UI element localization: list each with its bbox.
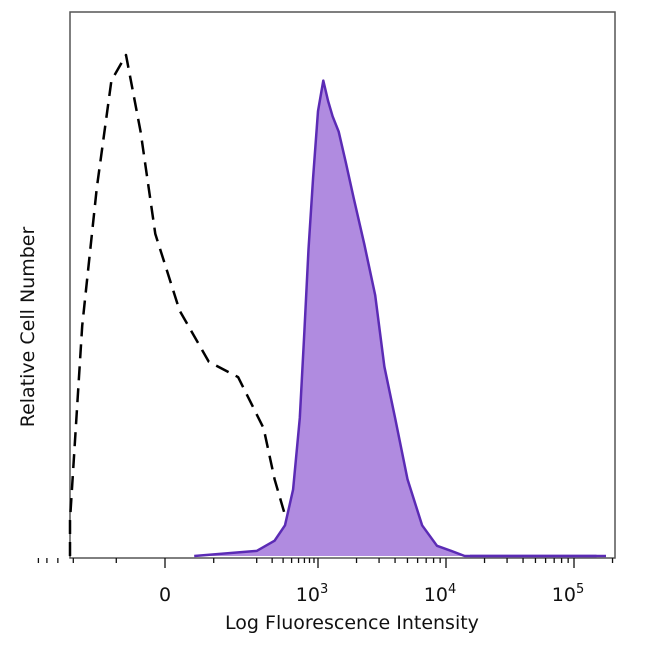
- plot-frame: [69, 11, 616, 559]
- x-tick-label: 103: [296, 582, 328, 606]
- x-axis-ticks: [37, 558, 614, 568]
- x-axis-title: Log Fluorescence Intensity: [225, 612, 479, 634]
- control-histogram-line: [68, 53, 305, 557]
- x-tick-label: 0: [159, 584, 171, 606]
- stained-histogram-fill: [194, 80, 597, 556]
- x-tick-labels: 0 103 104 105: [159, 582, 584, 606]
- x-tick-label: 104: [424, 582, 456, 606]
- series-layer: [68, 53, 606, 558]
- x-tick-label: 105: [552, 582, 584, 606]
- y-axis-title: Relative Cell Number: [17, 227, 39, 428]
- stained-histogram-line: [194, 79, 597, 558]
